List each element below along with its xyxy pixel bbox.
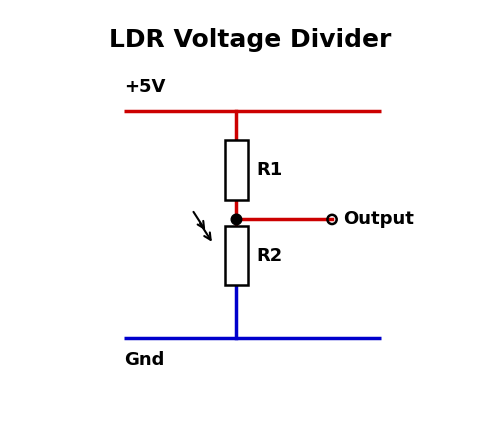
Circle shape — [231, 214, 241, 225]
Text: LDR Voltage Divider: LDR Voltage Divider — [109, 28, 391, 52]
Text: +5V: +5V — [124, 78, 166, 96]
Text: Gnd: Gnd — [124, 351, 165, 369]
Text: R1: R1 — [256, 161, 282, 179]
Bar — [225, 140, 248, 199]
Text: Output: Output — [344, 211, 414, 229]
Text: R2: R2 — [256, 247, 282, 265]
Bar — [225, 226, 248, 285]
